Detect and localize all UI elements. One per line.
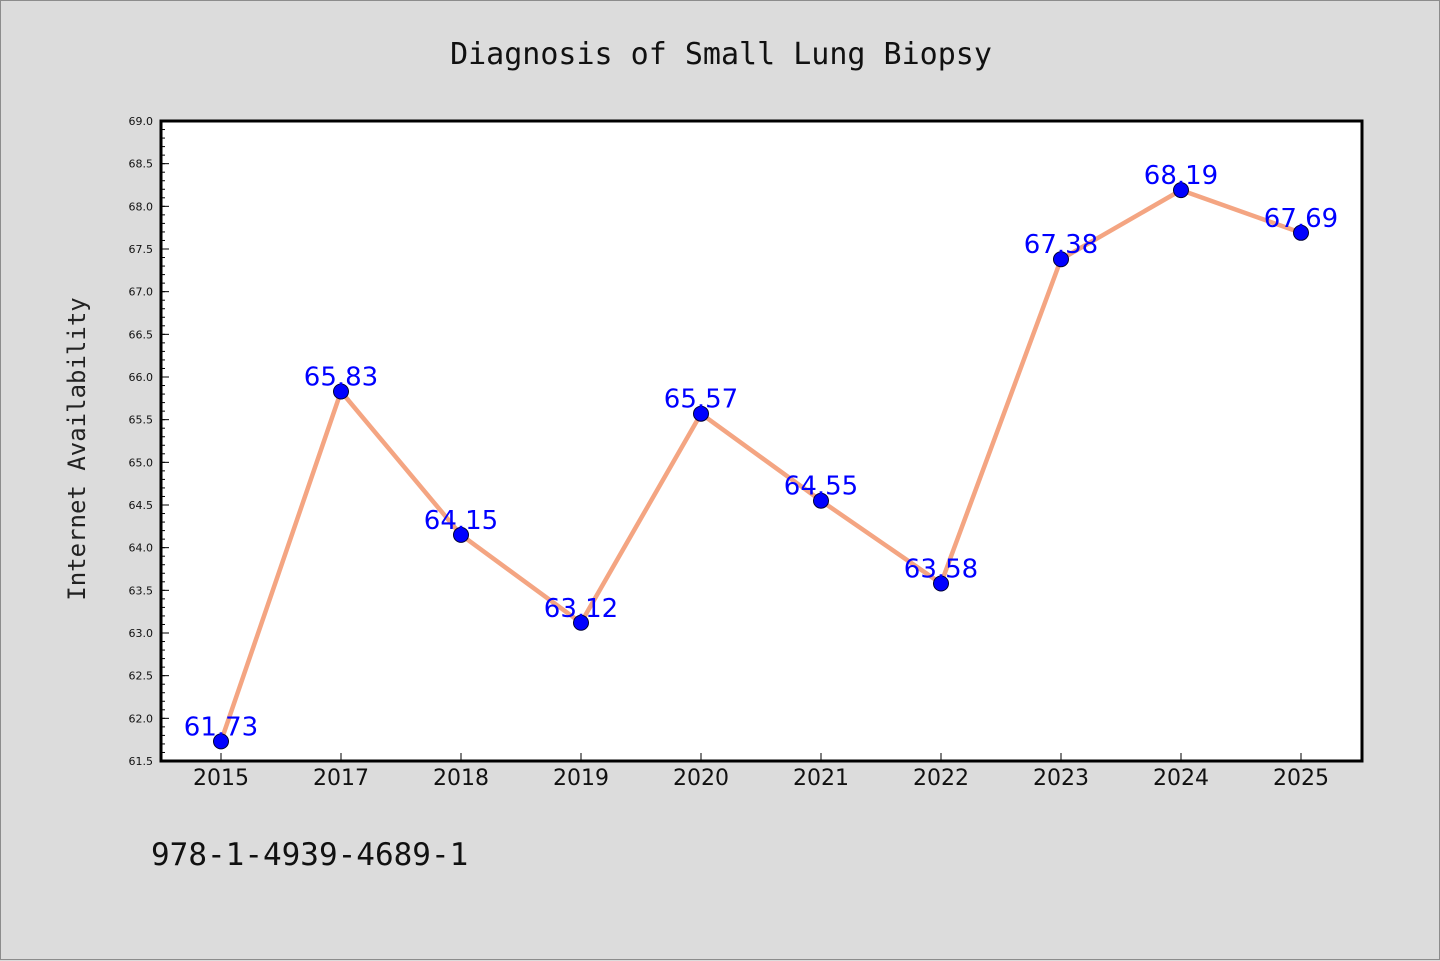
x-axis-ticks: 2015 2017 2018 2019 2020 2021 2022 2023 2024 2025	[193, 753, 1329, 791]
y-axis-label: Internet Availability	[63, 297, 91, 600]
data-label: 64.55	[784, 472, 858, 502]
y-tick-label: 67.5	[129, 243, 154, 256]
y-tick-label: 65.5	[129, 414, 154, 427]
x-tick-label: 2020	[673, 766, 729, 791]
data-label: 64.15	[424, 506, 498, 536]
x-tick-label: 2023	[1033, 766, 1089, 791]
data-point-marker	[333, 383, 349, 400]
x-tick-label: 2021	[793, 766, 849, 791]
y-tick-label: 62.0	[129, 712, 154, 725]
data-point-marker	[693, 405, 709, 422]
y-tick-label: 68.5	[129, 158, 154, 171]
x-tick-label: 2022	[913, 766, 969, 791]
data-point-marker	[453, 526, 469, 543]
data-point-marker	[813, 492, 829, 509]
y-tick-label: 67.0	[129, 286, 154, 299]
y-tick-label: 62.5	[129, 670, 154, 683]
data-label: 67.69	[1264, 204, 1338, 234]
series-line	[218, 187, 1304, 744]
data-label: 63.58	[904, 555, 978, 585]
x-tick-label: 2019	[553, 766, 609, 791]
y-tick-label: 69.0	[129, 115, 154, 128]
y-tick-label: 66.5	[129, 328, 154, 341]
x-tick-label: 2017	[313, 766, 369, 791]
data-label: 65.57	[664, 385, 738, 415]
y-tick-label: 66.0	[129, 371, 154, 384]
x-tick-label: 2024	[1153, 766, 1209, 791]
y-axis-ticks: 61.5 62.0 62.5 63.0 63.5 64.0 64.5 65.0 65.5 66.0…	[129, 115, 169, 768]
data-label: 67.38	[1024, 230, 1098, 260]
data-labels-layer: 61.73 65.83 64.15 63.12 65.57 64.55 63.58 67.38…	[184, 161, 1338, 742]
plot-area	[159, 119, 1364, 763]
y-tick-label: 68.0	[129, 200, 154, 213]
y-tick-label: 64.0	[129, 542, 154, 555]
y-tick-label: 64.5	[129, 499, 154, 512]
data-point-marker	[573, 614, 589, 631]
chart-title: Diagnosis of Small Lung Biopsy	[450, 37, 992, 72]
data-point-marker	[1173, 182, 1189, 199]
x-tick-label: 2015	[193, 766, 249, 791]
data-label: 61.73	[184, 712, 258, 742]
data-label: 68.19	[1144, 161, 1218, 191]
data-label: 65.83	[304, 363, 378, 393]
x-tick-label: 2018	[433, 766, 489, 791]
y-tick-label: 65.0	[129, 456, 154, 469]
data-point-marker	[1053, 251, 1069, 268]
y-tick-label: 63.0	[129, 627, 154, 640]
data-point-marker	[933, 575, 949, 592]
series-layer	[213, 182, 1309, 750]
y-tick-label: 61.5	[129, 755, 154, 768]
data-point-marker	[1293, 224, 1309, 241]
x-tick-label: 2025	[1273, 766, 1329, 791]
footer-isbn: 978-1-4939-4689-1	[151, 837, 468, 873]
y-tick-label: 63.5	[129, 584, 154, 597]
data-label: 63.12	[544, 594, 618, 624]
data-point-marker	[213, 733, 229, 750]
